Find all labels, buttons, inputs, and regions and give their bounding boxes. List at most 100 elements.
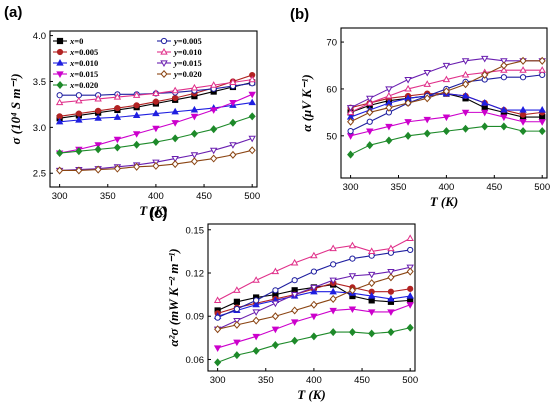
x-axis-title: T (K): [297, 387, 326, 402]
y-tick-label: 50: [326, 131, 337, 142]
x-tick-label: 400: [306, 375, 322, 386]
y-axis-title: σ (10⁴ S m⁻¹): [8, 73, 23, 144]
panel-c-chart: (c) 300 350 400 450 500 0.06 0.09 0.12 0.15 T (K) α…: [149, 205, 418, 402]
data-point: [330, 261, 337, 268]
data-point: [271, 267, 280, 275]
plot-frame: [49, 30, 258, 188]
data-point: [248, 135, 256, 143]
series-x-0-020: [214, 323, 414, 367]
x-tick-label: 300: [52, 191, 68, 202]
data-point: [406, 323, 414, 332]
legend-label: y=0.020: [173, 69, 202, 79]
legend-marker: [56, 71, 64, 79]
data-point: [75, 116, 83, 123]
data-point: [229, 150, 237, 159]
data-point: [248, 112, 256, 121]
data-point: [329, 244, 337, 252]
x-tick-label: 350: [100, 191, 116, 202]
legend-marker: [160, 47, 168, 55]
data-point: [461, 109, 470, 117]
legend-variable: x: [69, 58, 75, 68]
data-point: [347, 117, 355, 126]
data-point: [481, 98, 489, 106]
data-point: [310, 332, 318, 341]
x-axis-title: T (K): [139, 203, 168, 218]
data-point: [387, 268, 395, 276]
data-point: [366, 98, 374, 106]
series-x-0-005: [56, 71, 256, 120]
legend-label: x=0.010: [69, 58, 98, 68]
data-point: [132, 111, 141, 119]
x-tick-label: 400: [148, 191, 164, 202]
data-point: [171, 160, 179, 169]
data-point: [385, 86, 393, 93]
data-point: [94, 114, 102, 121]
data-point: [462, 80, 470, 89]
data-point: [152, 89, 160, 96]
data-point: [290, 319, 299, 327]
series-x-0-015: [213, 302, 414, 352]
data-point: [346, 108, 355, 115]
y-tick-label: 0.12: [186, 269, 205, 280]
series-y-0-020: [214, 267, 414, 334]
data-point: [252, 276, 260, 283]
data-point: [404, 98, 412, 108]
data-point: [385, 136, 393, 145]
data-point: [500, 74, 507, 81]
data-point: [56, 92, 63, 99]
data-point: [423, 80, 431, 87]
legend-label: y=0.005: [173, 36, 202, 46]
series-line: [350, 93, 543, 118]
legend-variable: x: [69, 80, 75, 90]
data-point: [233, 298, 240, 305]
data-point: [347, 128, 354, 135]
legend-variable: x: [69, 47, 75, 57]
data-point: [190, 129, 198, 138]
data-point: [252, 309, 260, 316]
data-point: [366, 108, 374, 117]
legend-value: =0.010: [74, 58, 98, 68]
data-point: [171, 86, 179, 94]
data-point: [404, 76, 412, 84]
x-tick-label: 350: [391, 182, 407, 193]
x-tick-label: 450: [354, 375, 370, 386]
data-point: [229, 142, 237, 149]
data-point: [481, 55, 489, 63]
data-point: [233, 305, 240, 313]
data-point: [500, 122, 508, 131]
data-point: [387, 273, 395, 282]
data-point: [94, 94, 102, 102]
series-y-0-005: [214, 246, 414, 321]
data-point: [171, 107, 179, 115]
data-point: [94, 142, 102, 149]
panel-label: (c): [149, 205, 167, 222]
data-point: [329, 294, 337, 303]
legend-label: x=0.020: [69, 80, 98, 90]
data-point: [229, 78, 237, 85]
legend-marker: [56, 48, 64, 56]
data-point: [210, 154, 218, 163]
data-point: [171, 120, 179, 127]
data-point: [95, 107, 102, 114]
data-point: [519, 119, 527, 126]
legend-marker: [160, 37, 168, 45]
data-point: [290, 258, 299, 266]
data-point: [248, 91, 256, 99]
legend-value: =0: [74, 36, 83, 46]
x-axis-title: T (K): [430, 194, 459, 209]
data-point: [75, 110, 82, 117]
data-point: [214, 314, 221, 321]
legend-value: =0.020: [74, 80, 98, 90]
data-point: [113, 143, 121, 152]
data-point: [404, 131, 412, 140]
data-point: [248, 98, 256, 106]
data-point: [366, 118, 373, 125]
data-point: [252, 333, 260, 341]
data-point: [346, 133, 355, 140]
legend-marker: [56, 58, 64, 66]
data-point: [404, 84, 412, 92]
data-point: [538, 56, 546, 65]
x-tick-label: 300: [210, 375, 226, 386]
panel-label: (b): [290, 6, 309, 23]
legend-label: y=0.015: [173, 58, 202, 68]
